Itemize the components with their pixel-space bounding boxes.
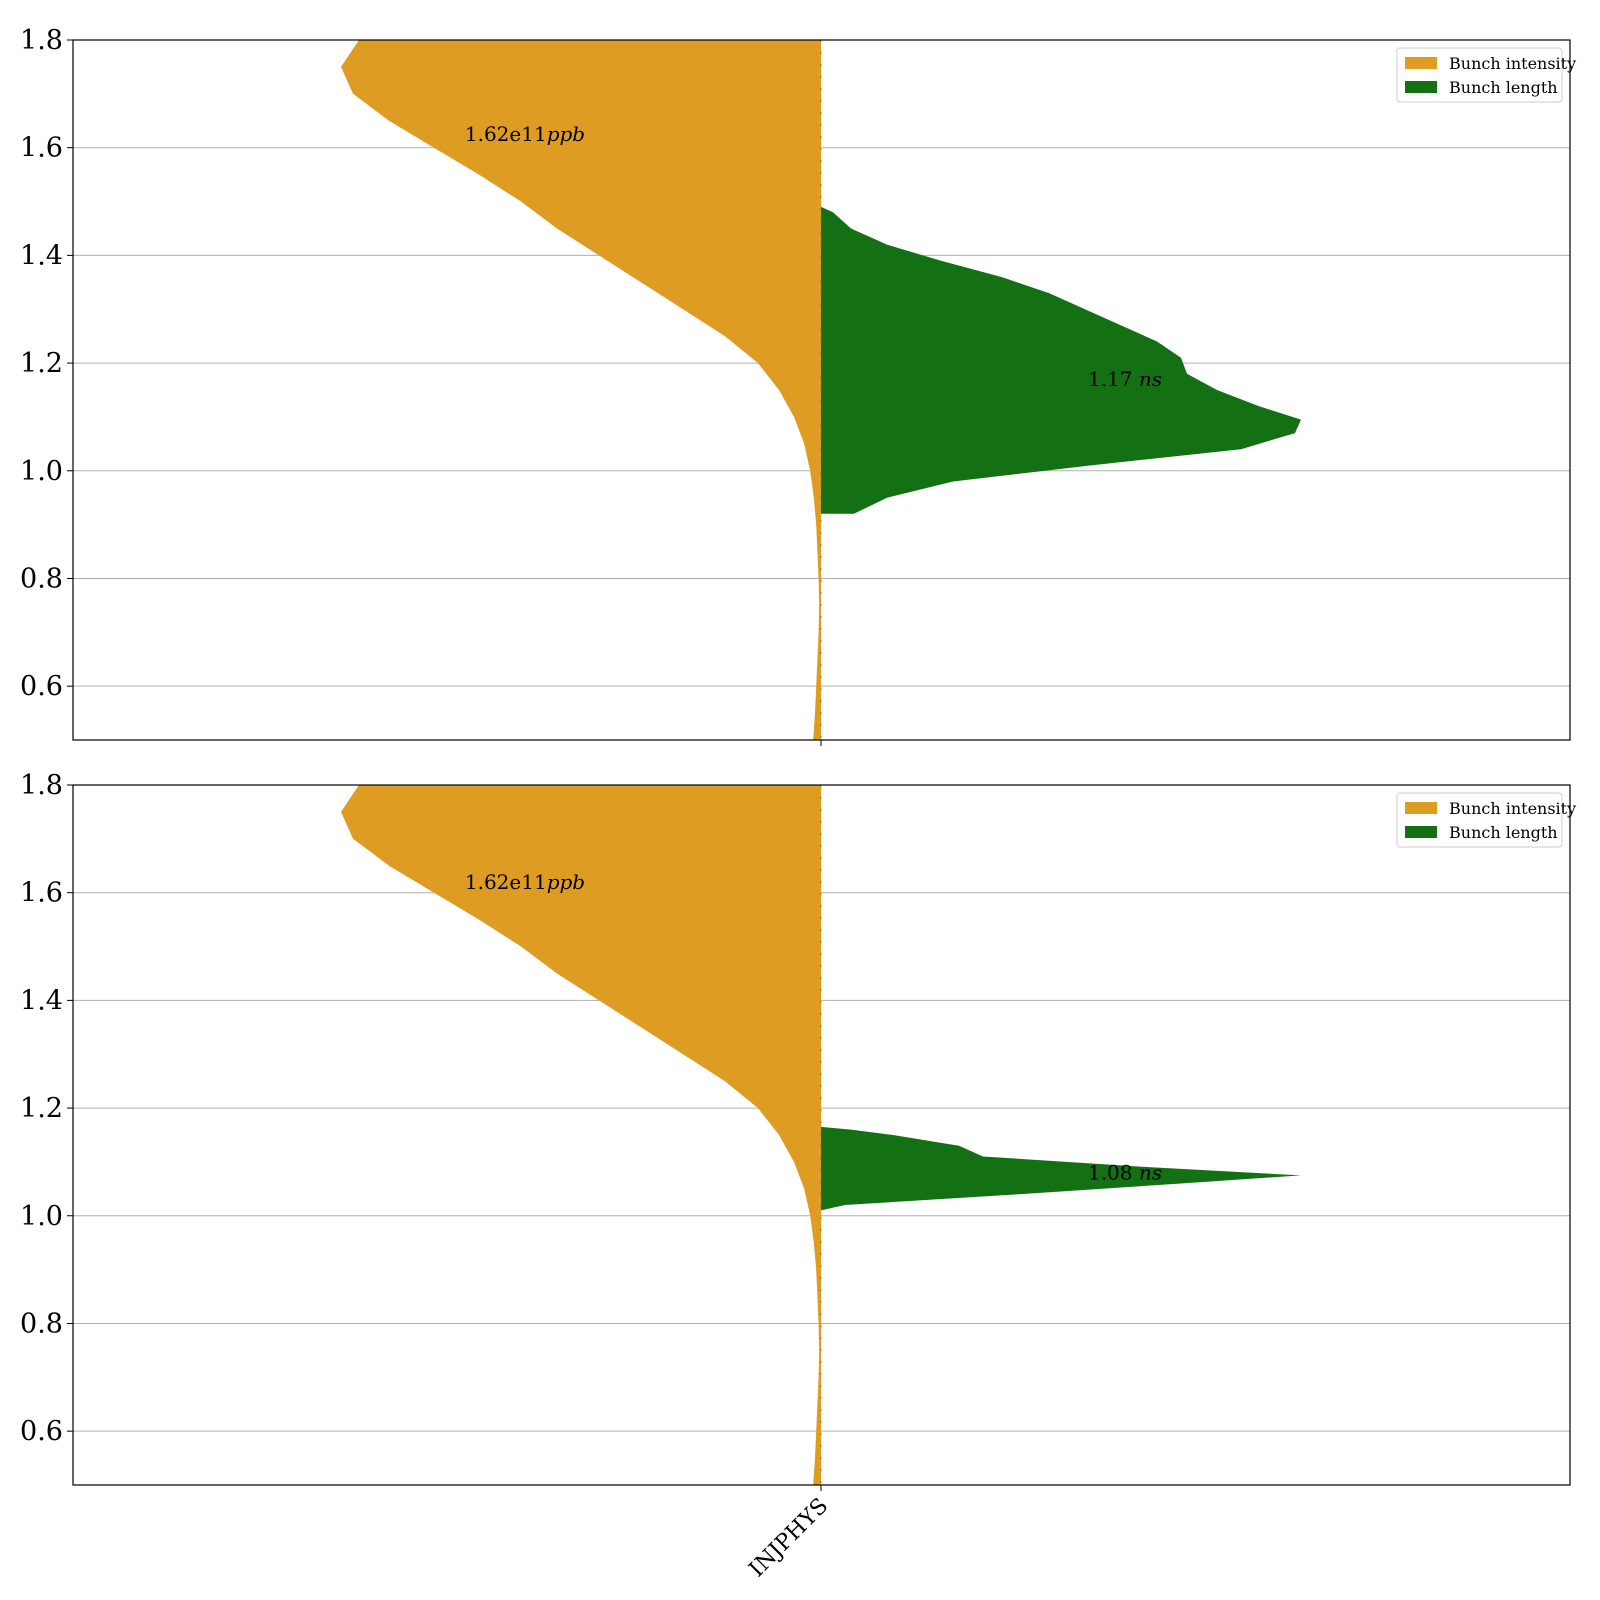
annotation-unit: ppb <box>547 870 585 894</box>
legend-label: Bunch intensity <box>1449 799 1576 818</box>
y-tick-label: 1.6 <box>20 133 63 164</box>
y-tick-label: 1.0 <box>20 456 63 487</box>
violin-bunch-intensity <box>341 785 821 1485</box>
annotation-bunch-length: 1.17 ns <box>1088 367 1162 391</box>
legend: Bunch intensity Bunch length <box>1396 792 1576 848</box>
y-tick-label: 1.4 <box>20 240 63 271</box>
legend-swatch <box>1405 81 1437 93</box>
legend-label: Bunch length <box>1449 823 1558 842</box>
violin-bunch-length <box>821 1126 1301 1211</box>
annotation-unit: ppb <box>547 122 585 146</box>
y-tick-label: 0.8 <box>20 563 63 594</box>
legend-box <box>1396 792 1563 848</box>
annotation-bunch-intensity: 1.62e11ppb <box>465 122 585 146</box>
violin-bunch-intensity <box>341 40 821 740</box>
y-tick-label: 1.8 <box>20 770 63 801</box>
annotation-value: 1.62e11 <box>465 870 547 894</box>
y-tick-label: 0.6 <box>20 671 63 702</box>
legend-swatch <box>1405 802 1437 814</box>
legend-label: Bunch intensity <box>1449 54 1576 73</box>
annotation-bunch-intensity: 1.62e11ppb <box>465 870 585 894</box>
legend: Bunch intensity Bunch length <box>1396 47 1576 103</box>
annotation-value: 1.17 <box>1088 367 1139 391</box>
violin-group <box>341 40 1301 740</box>
chart-panel-2: 1.62e11ppb 1.08 ns 0.6 0.8 1.0 1.2 1.4 1.6 1.8 Bu… <box>20 770 1576 1582</box>
y-tick-label: 0.8 <box>20 1308 63 1339</box>
y-tick-label: 1.0 <box>20 1201 63 1232</box>
y-tick-label: 1.2 <box>20 348 63 379</box>
x-tick-label: INJPHYS <box>745 1494 834 1583</box>
y-tick-label: 1.6 <box>20 878 63 909</box>
annotation-value: 1.62e11 <box>465 122 547 146</box>
y-tick-label: 1.2 <box>20 1093 63 1124</box>
chart-panel-1: 1.62e11ppb 1.17 ns 0.6 0.8 1.0 1.2 1.4 1.6 1.8 Bu… <box>20 25 1576 746</box>
legend-label: Bunch length <box>1449 78 1558 97</box>
legend-box <box>1396 47 1563 103</box>
annotation-value: 1.08 <box>1088 1161 1139 1185</box>
y-tick-label: 1.8 <box>20 25 63 56</box>
violin-group <box>341 785 1301 1485</box>
y-tick-label: 0.6 <box>20 1416 63 1447</box>
violin-bunch-length <box>821 206 1301 514</box>
annotation-unit: ns <box>1139 367 1162 391</box>
annotation-unit: ns <box>1139 1161 1162 1185</box>
legend-swatch <box>1405 826 1437 838</box>
annotation-bunch-length: 1.08 ns <box>1088 1161 1162 1185</box>
legend-swatch <box>1405 57 1437 69</box>
y-tick-label: 1.4 <box>20 985 63 1016</box>
